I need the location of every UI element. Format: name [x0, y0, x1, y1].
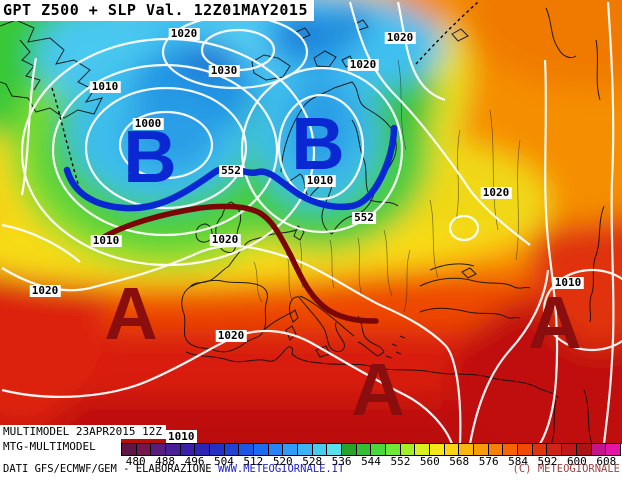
pressure-label: 1010 — [90, 234, 122, 247]
height-field — [0, 0, 622, 444]
colorbar-tick: 488 — [155, 455, 176, 468]
pressure-label: 1020 — [347, 58, 379, 71]
pressure-label: 1020 — [29, 284, 61, 297]
colorbar-cell — [327, 444, 343, 455]
colorbar-cell — [488, 444, 504, 455]
footer-left-background — [0, 437, 121, 457]
height-label-552: 552 — [219, 164, 243, 177]
colorbar-tick: 600 — [566, 455, 587, 468]
pressure-label: 1010 — [304, 174, 336, 187]
colorbar-tick: 504 — [214, 455, 234, 468]
low-pressure-symbol: B — [291, 102, 345, 186]
pressure-label: 1020 — [480, 186, 512, 199]
colorbar-cell — [342, 444, 357, 455]
colorbar-tick: 544 — [361, 455, 381, 468]
colorbar-cell — [430, 444, 445, 455]
colorbar-tick: 552 — [390, 455, 411, 468]
colorbar-tick: 568 — [449, 455, 470, 468]
credits-line: DATI GFS/ECMWF/GEM - ELABORAZIONE WWW.ME… — [3, 463, 344, 476]
colorbar-cell — [562, 444, 577, 455]
colorbar-tick: 560 — [419, 455, 440, 468]
colorbar-cell — [400, 444, 416, 455]
colorbar-cell — [283, 444, 299, 455]
model-run-label: MULTIMODEL 23APR2015 12Z — [0, 425, 166, 439]
ridge-line-maroon — [101, 203, 379, 324]
colorbar-cell — [444, 444, 460, 455]
colorbar-tick: 512 — [243, 455, 264, 468]
colorbar-cell — [356, 444, 372, 455]
colorbar-cell — [532, 444, 548, 455]
colorbar-cell — [151, 444, 167, 455]
colorbar-cell — [239, 444, 255, 455]
submodel-label: MTG-MULTIMODEL — [3, 440, 96, 453]
copyright-label: (C) METEOGIORNALE — [512, 463, 620, 475]
height-colorbar — [121, 443, 621, 456]
high-pressure-symbol: A — [528, 281, 582, 365]
colorbar-cell — [224, 444, 240, 455]
footer-background — [0, 456, 622, 480]
colorbar-cell — [298, 444, 313, 455]
country-borders — [253, 59, 521, 313]
pressure-label: 1000 — [132, 117, 164, 130]
colorbar-cell — [210, 444, 225, 455]
colorbar-cell — [268, 444, 284, 455]
colorbar-tick: 584 — [508, 455, 528, 468]
map-title: GPT Z500 + SLP Val. 12Z01MAY2015 — [0, 0, 314, 21]
colorbar-cell — [547, 444, 563, 455]
colorbar-cell — [591, 444, 607, 455]
colorbar-cell — [180, 444, 196, 455]
colorbar-cell — [136, 444, 152, 455]
high-pressure-symbol: A — [104, 272, 158, 356]
pressure-label: 1020 — [215, 329, 247, 342]
pressure-label: 1010 — [552, 276, 584, 289]
colorbar-cell — [254, 444, 269, 455]
credits-text: DATI GFS/ECMWF/GEM - ELABORAZIONE — [3, 463, 218, 475]
colorbar-tick: 592 — [537, 455, 558, 468]
colorbar-cell — [312, 444, 328, 455]
pressure-label: 1020 — [384, 31, 416, 44]
clipped-pressure-label: 1010 — [166, 430, 197, 443]
high-pressure-symbol: A — [351, 348, 405, 432]
colorbar-tick: 480 — [125, 455, 146, 468]
colorbar-tick: 496 — [184, 455, 205, 468]
meteogiornale-link[interactable]: WWW.METEOGIORNALE.IT — [217, 463, 345, 475]
colorbar-cell — [474, 444, 489, 455]
colorbar-cell — [195, 444, 211, 455]
pressure-label: 1010 — [89, 80, 121, 93]
colorbar-cell — [371, 444, 387, 455]
colorbar-tick: 608 — [596, 455, 617, 468]
colorbar-cell — [503, 444, 519, 455]
height-label-552: 552 — [352, 211, 376, 224]
pressure-label: 1030 — [208, 64, 240, 77]
colorbar-cell — [518, 444, 533, 455]
colorbar-cell — [386, 444, 401, 455]
coastlines — [0, 7, 605, 444]
colorbar-cell — [459, 444, 475, 455]
colorbar-cell — [415, 444, 431, 455]
colorbar-cell — [166, 444, 181, 455]
colorbar-tick: 536 — [331, 455, 352, 468]
colorbar-tick-labels: 480 488 496 504 512 520 528 536 544 552 560 568 576 5… — [0, 456, 622, 468]
colorbar-tick: 528 — [302, 455, 323, 468]
colorbar-cell — [576, 444, 592, 455]
trough-axis-dashed-lines — [51, 1, 479, 197]
low-pressure-symbol: B — [123, 115, 177, 199]
z500-slp-map — [0, 0, 622, 444]
colorbar-cell — [606, 444, 620, 455]
colorbar-tick: 576 — [478, 455, 499, 468]
trough-line-552 — [63, 124, 398, 212]
pressure-label: 1020 — [209, 233, 241, 246]
colorbar-cell — [122, 444, 137, 455]
colorbar-tick: 520 — [272, 455, 293, 468]
pressure-label: 1020 — [168, 27, 200, 40]
